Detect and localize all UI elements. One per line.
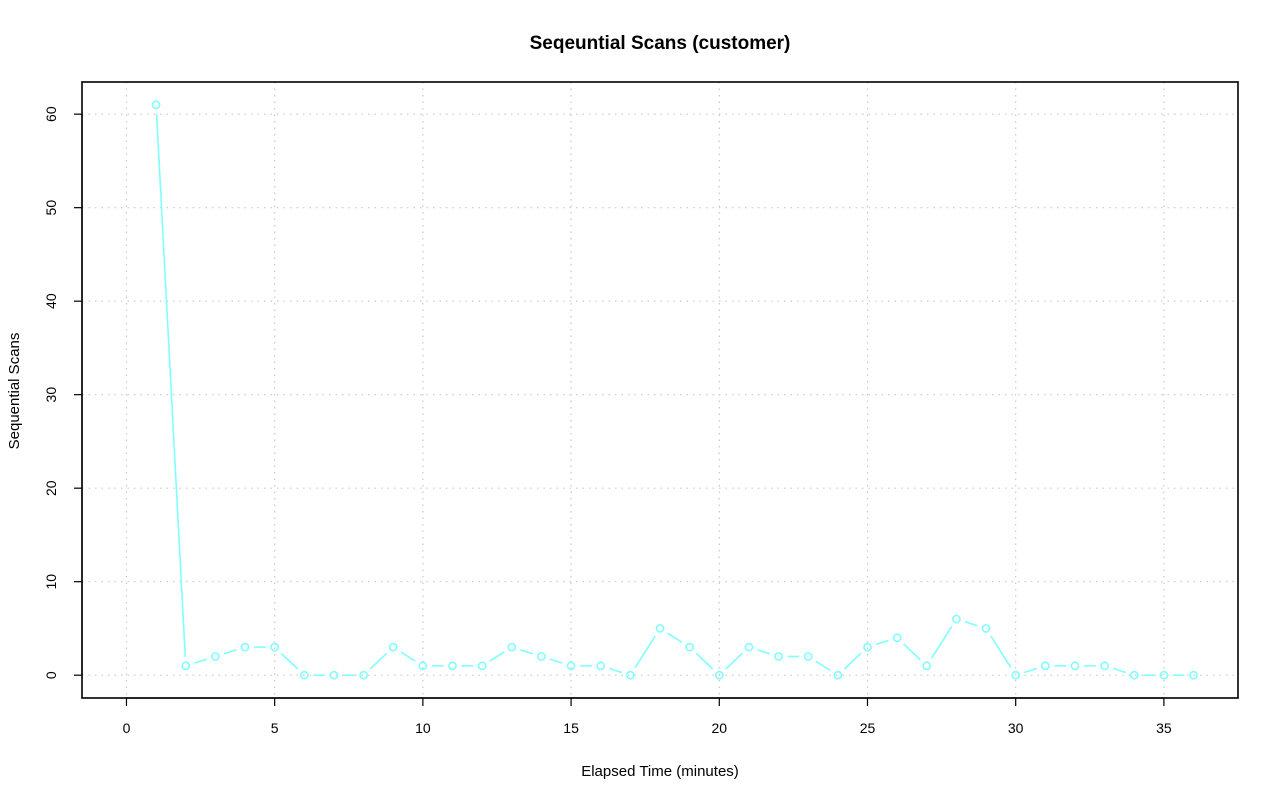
data-point xyxy=(388,642,398,652)
x-tick-label: 35 xyxy=(1156,720,1172,736)
series-layer xyxy=(151,100,1198,680)
series-line-segment xyxy=(964,621,978,627)
data-point xyxy=(448,661,457,671)
data-point xyxy=(359,670,368,680)
x-tick-label: 0 xyxy=(123,720,131,736)
x-tick-label: 30 xyxy=(1008,720,1024,736)
series-line-segment xyxy=(903,643,921,661)
data-point xyxy=(1040,661,1050,671)
data-point xyxy=(299,670,309,680)
data-point xyxy=(1070,661,1080,671)
data-point xyxy=(1129,670,1139,680)
series-line-segment xyxy=(369,652,388,670)
data-point xyxy=(952,614,961,624)
data-point xyxy=(1100,661,1110,671)
data-point xyxy=(507,642,517,652)
x-tick-label: 15 xyxy=(563,720,579,736)
series-line-segment xyxy=(930,626,953,659)
series-line-segment xyxy=(1024,667,1037,674)
y-axis-label: Sequential Scans xyxy=(6,333,23,450)
series-line-segment xyxy=(990,635,1012,669)
data-point xyxy=(685,642,695,652)
series-line-segment xyxy=(520,649,534,655)
data-point xyxy=(1159,670,1169,680)
data-point xyxy=(1189,670,1198,680)
x-axis: 0 5 10 15 20 25 30 35 xyxy=(123,697,1172,736)
series-line-segment xyxy=(549,658,563,664)
data-point xyxy=(210,652,220,661)
data-point xyxy=(566,661,576,671)
data-point xyxy=(803,652,813,661)
data-point xyxy=(477,661,487,671)
chart-title: Seqeuntial Scans (customer) xyxy=(530,33,791,54)
series-line-segment xyxy=(634,635,656,669)
data-point xyxy=(744,642,754,652)
series-line-segment xyxy=(695,652,714,670)
y-tick-label: 50 xyxy=(43,200,59,216)
x-tick-label: 25 xyxy=(860,720,876,736)
data-point xyxy=(1011,670,1021,680)
data-point xyxy=(833,670,843,680)
data-point xyxy=(922,661,932,671)
data-point xyxy=(418,661,428,671)
y-axis: 0 10 20 30 40 50 60 xyxy=(43,106,83,679)
series-line-segment xyxy=(815,660,831,672)
data-point xyxy=(714,670,724,680)
data-point xyxy=(151,100,161,110)
grid xyxy=(82,82,1238,698)
series-line-segment xyxy=(843,652,862,670)
x-axis-label: Elapsed Time (minutes) xyxy=(581,763,739,780)
x-tick-label: 20 xyxy=(711,720,727,736)
data-point xyxy=(329,670,339,680)
y-tick-label: 10 xyxy=(43,574,59,590)
series-line-segment xyxy=(757,649,771,655)
data-point xyxy=(270,642,280,652)
data-point xyxy=(240,642,250,652)
y-tick-label: 30 xyxy=(43,387,59,403)
series-line-segment xyxy=(667,632,683,644)
series-line-segment xyxy=(609,667,623,674)
y-tick-label: 20 xyxy=(43,480,59,496)
series-line-segment xyxy=(489,651,505,662)
data-point xyxy=(774,652,783,661)
data-point xyxy=(863,642,872,652)
data-point xyxy=(655,624,665,633)
data-point xyxy=(181,661,191,671)
series-line-segment xyxy=(400,651,416,662)
y-tick-label: 0 xyxy=(43,671,59,679)
series-line-segment xyxy=(875,639,889,646)
series-line-segment xyxy=(155,113,187,657)
x-tick-label: 5 xyxy=(271,720,279,736)
series-line-segment xyxy=(194,658,208,664)
y-tick-label: 60 xyxy=(43,106,59,122)
data-point xyxy=(981,624,991,633)
x-tick-label: 10 xyxy=(415,720,431,736)
data-point xyxy=(537,652,546,661)
series-line-segment xyxy=(280,652,299,670)
data-point xyxy=(892,633,902,643)
data-point xyxy=(625,670,635,680)
y-tick-label: 40 xyxy=(43,293,59,309)
plot-frame xyxy=(81,81,1239,699)
series-line-segment xyxy=(725,652,743,670)
data-point xyxy=(596,661,606,671)
series-line-segment xyxy=(1112,667,1126,674)
series-line-segment xyxy=(223,649,237,655)
